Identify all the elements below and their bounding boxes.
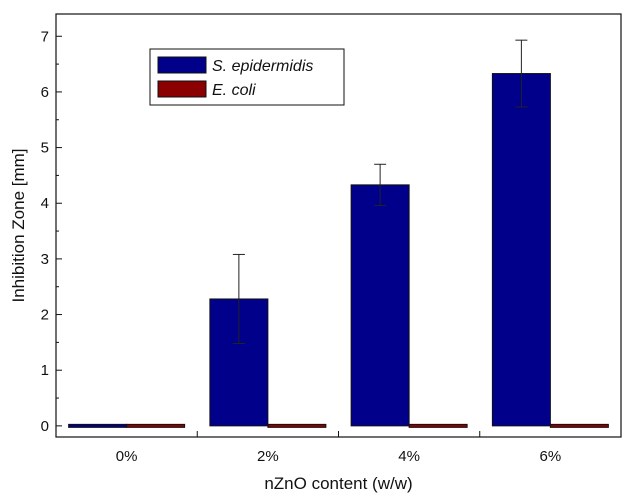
bar-s-epidermidis-2 [350,184,410,427]
bar-e-coli-3 [549,423,609,428]
y-tick-label-5: 5 [41,140,49,157]
error-bar-s-epidermidis-2 [374,163,387,206]
y-tick-label-2: 2 [41,307,49,324]
y-tick-label-0: 0 [41,418,49,435]
bar-e-coli-2 [408,423,468,428]
legend-label-s-epidermidis: S. epidermidis [212,58,313,75]
bar-e-coli-0 [126,423,186,428]
error-bar-s-epidermidis-3 [515,39,528,108]
x-axis: 0% 2% 4% 6% [116,431,561,465]
error-bar-s-epidermidis-1 [232,253,245,344]
error-bars-layer [232,39,528,344]
y-axis-title: Inhibition Zone [mm] [9,148,28,302]
bar-s-epidermidis-3 [491,73,551,427]
x-tick-label-1: 2% [257,448,279,465]
bar-s-epidermidis-0 [68,423,128,428]
y-tick-label-6: 6 [41,84,49,101]
y-tick-label-4: 4 [41,195,49,212]
x-tick-label-2: 4% [398,448,420,465]
y-axis: 0 1 2 3 4 5 6 7 [41,28,62,435]
y-tick-label-1: 1 [41,362,49,379]
legend: S. epidermidis E. coli [149,48,345,106]
y-tick-label-7: 7 [41,28,49,45]
y-tick-label-3: 3 [41,251,49,268]
legend-swatch-s-epidermidis [157,56,207,74]
x-tick-label-0: 0% [116,448,138,465]
bar-e-coli-1 [267,423,327,428]
bars-layer [68,73,609,428]
x-tick-label-3: 6% [540,448,562,465]
x-axis-title: nZnO content (w/w) [264,474,412,493]
legend-label-e-coli: E. coli [212,82,256,99]
legend-swatch-e-coli [157,80,207,98]
